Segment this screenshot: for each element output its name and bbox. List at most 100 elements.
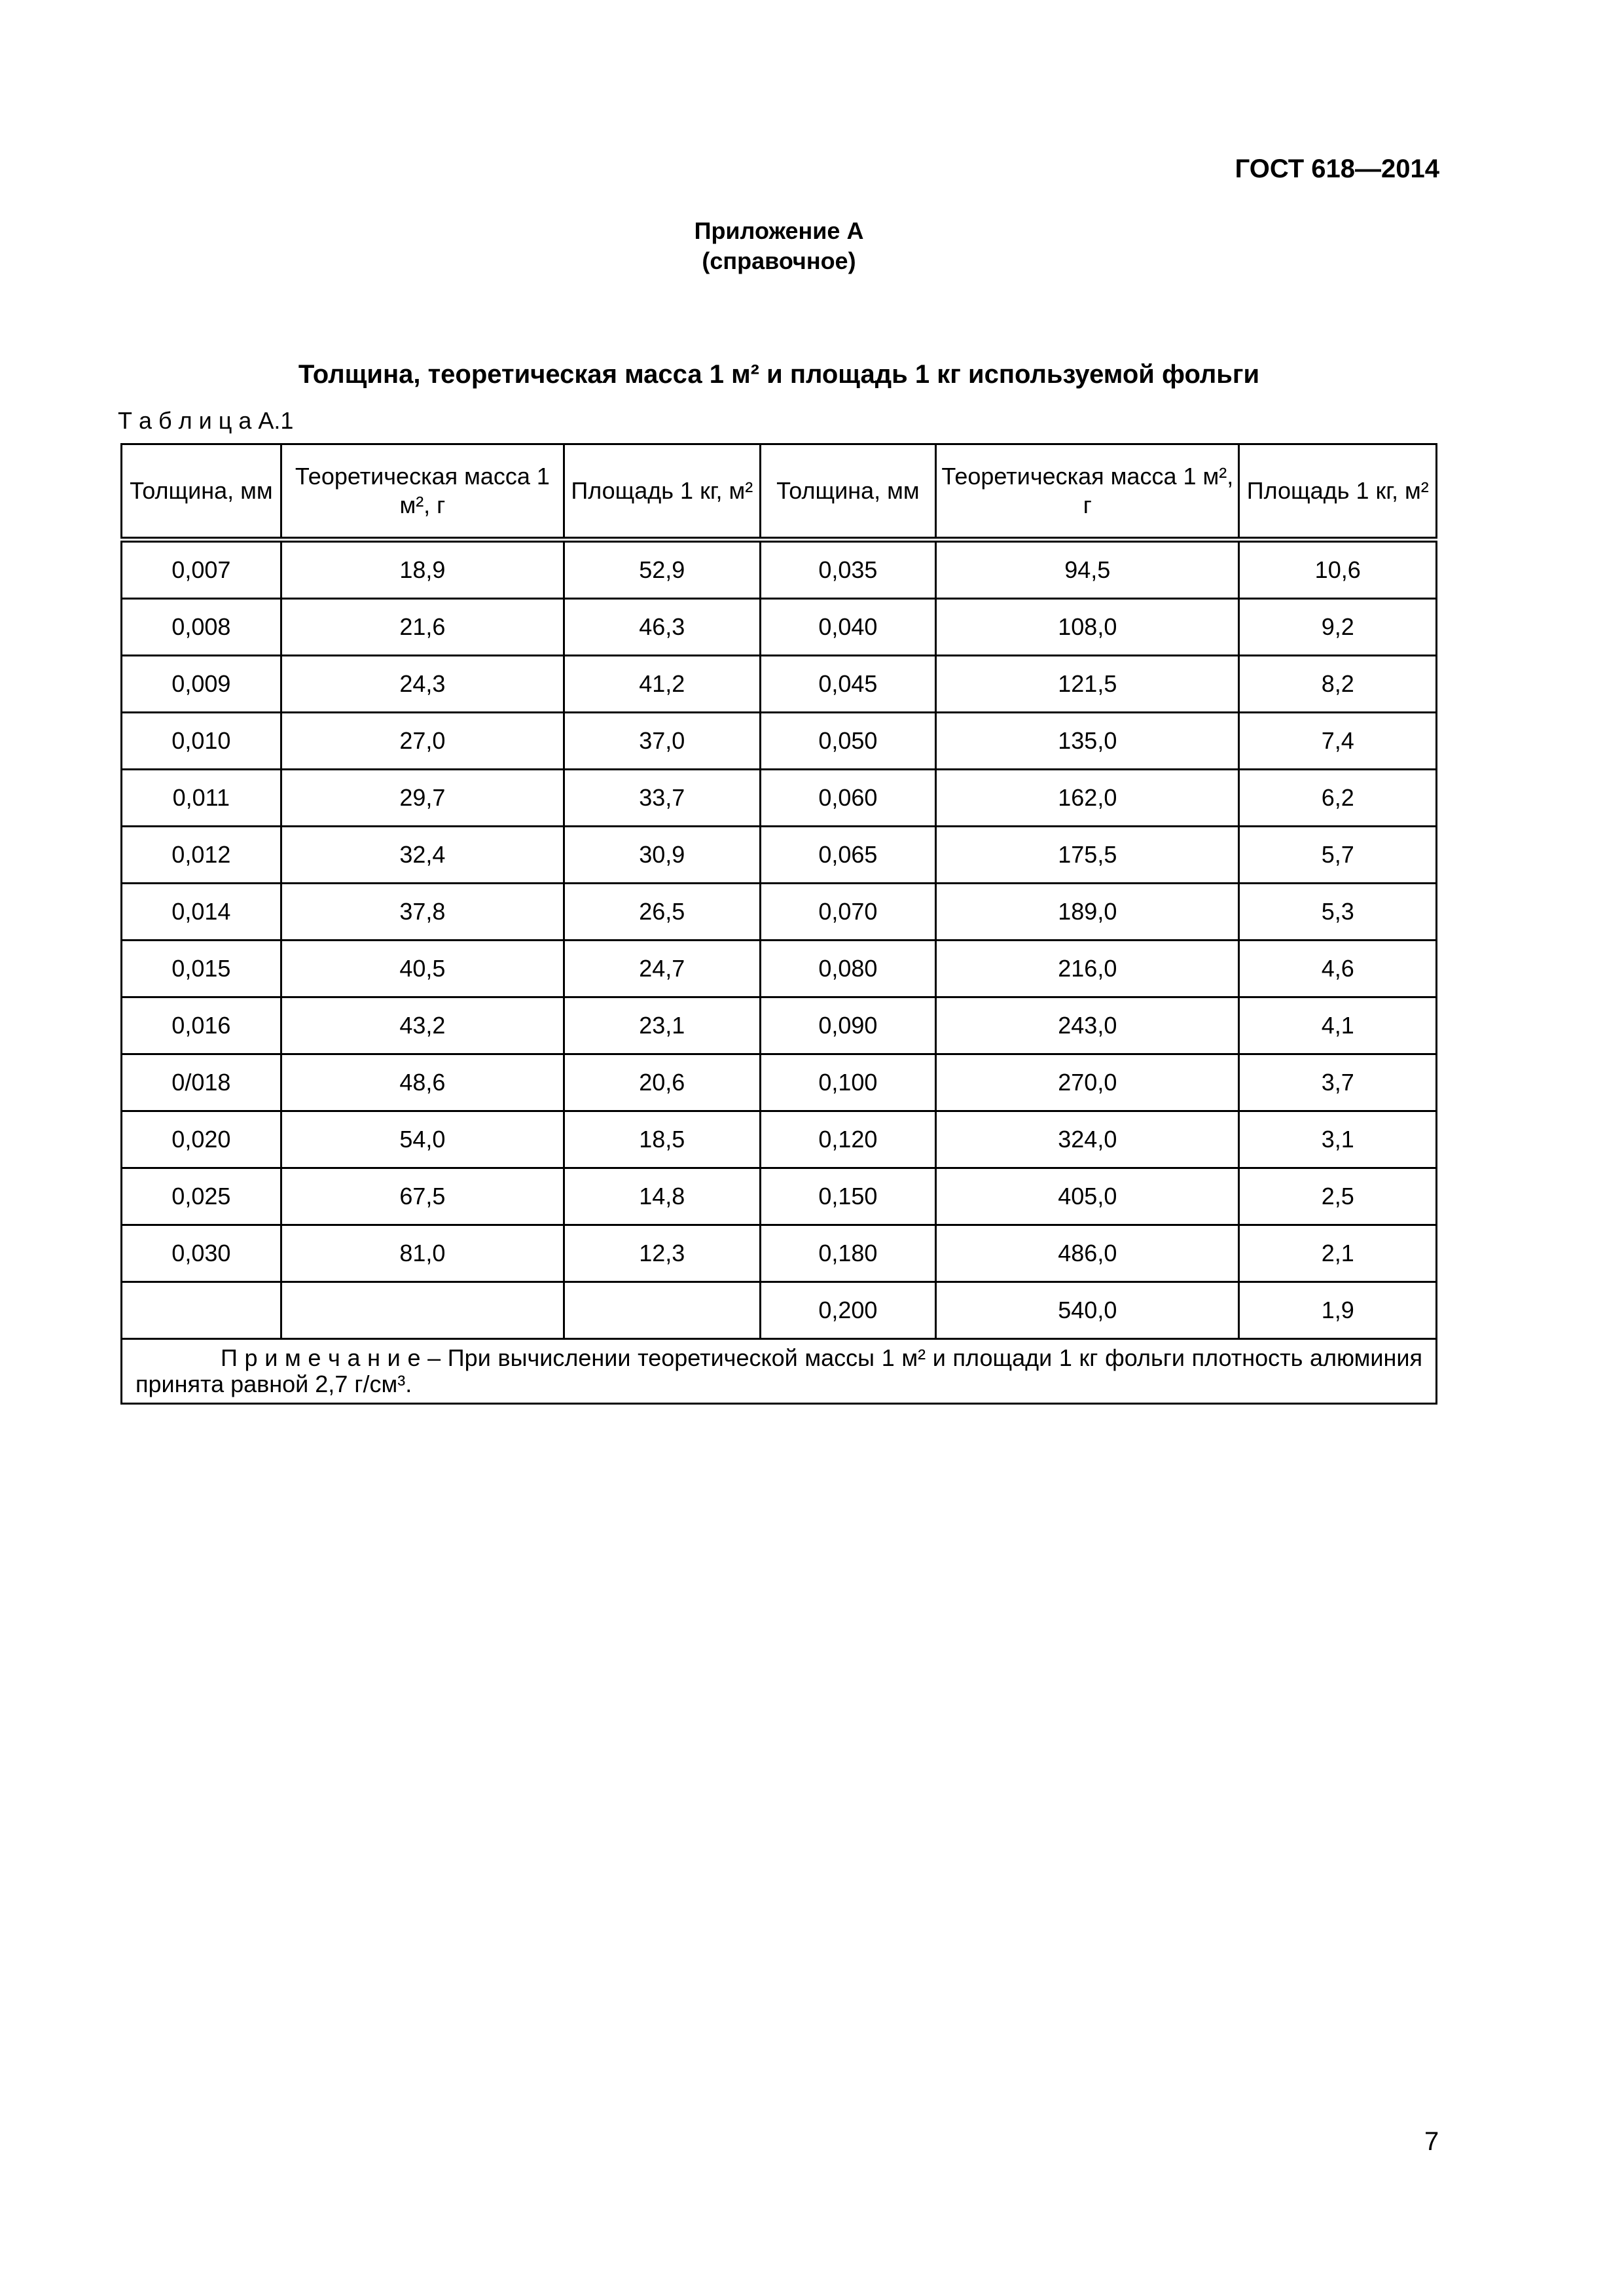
table-cell: 0,010: [120, 711, 282, 770]
table-cell: 0,025: [120, 1167, 282, 1226]
table-note-row: П р и м е ч а н и е – При вычислении тео…: [120, 1338, 1437, 1405]
table-cell: [563, 1281, 761, 1340]
table-row: 0,200 540,0 1,9: [120, 1281, 1437, 1340]
table-row: 0,015 40,5 24,7 0,080 216,0 4,6: [120, 939, 1437, 998]
table-label: Т а б л и ц а А.1: [118, 407, 293, 435]
table-cell: 23,1: [563, 996, 761, 1055]
table-cell: 0,030: [120, 1224, 282, 1283]
table-cell: 0,020: [120, 1110, 282, 1169]
table-cell: 0,120: [759, 1110, 937, 1169]
table-row: 0,007 18,9 52,9 0,035 94,5 10,6: [120, 539, 1437, 600]
table-cell: 29,7: [280, 768, 566, 827]
table-cell: 175,5: [935, 825, 1240, 884]
table-cell: 26,5: [563, 882, 761, 941]
table-cell: 405,0: [935, 1167, 1240, 1226]
table-cell: 0,180: [759, 1224, 937, 1283]
table-row: 0,010 27,0 37,0 0,050 135,0 7,4: [120, 711, 1437, 770]
column-header: Площадь 1 кг, м²: [563, 443, 761, 543]
table-row: 0,011 29,7 33,7 0,060 162,0 6,2: [120, 768, 1437, 827]
table-cell: 14,8: [563, 1167, 761, 1226]
table-cell: 0,045: [759, 655, 937, 713]
table-row: 0,008 21,6 46,3 0,040 108,0 9,2: [120, 598, 1437, 656]
table-cell: 10,6: [1238, 539, 1437, 600]
table-cell: 0,008: [120, 598, 282, 656]
table-cell: 0,011: [120, 768, 282, 827]
table-cell: 270,0: [935, 1053, 1240, 1112]
table-cell: 0,007: [120, 539, 282, 600]
table-cell: 0,150: [759, 1167, 937, 1226]
table-cell: 486,0: [935, 1224, 1240, 1283]
table-cell: 0,015: [120, 939, 282, 998]
table-cell: 24,7: [563, 939, 761, 998]
table-cell: 4,1: [1238, 996, 1437, 1055]
table-row: 0,025 67,5 14,8 0,150 405,0 2,5: [120, 1167, 1437, 1226]
appendix-heading: Приложение А (справочное): [0, 216, 1558, 276]
table-cell: 0,065: [759, 825, 937, 884]
table-cell: 6,2: [1238, 768, 1437, 827]
table-cell: 81,0: [280, 1224, 566, 1283]
table-cell: 0,090: [759, 996, 937, 1055]
table-cell: 46,3: [563, 598, 761, 656]
table-cell: 108,0: [935, 598, 1240, 656]
table-cell: 0,014: [120, 882, 282, 941]
table-cell: 7,4: [1238, 711, 1437, 770]
table-cell: 40,5: [280, 939, 566, 998]
table-cell: 18,5: [563, 1110, 761, 1169]
table-cell: 0,060: [759, 768, 937, 827]
table-row: 0/018 48,6 20,6 0,100 270,0 3,7: [120, 1053, 1437, 1112]
table-cell: 0,009: [120, 655, 282, 713]
table-cell: [120, 1281, 282, 1340]
table-cell: 67,5: [280, 1167, 566, 1226]
table-row: 0,016 43,2 23,1 0,090 243,0 4,1: [120, 996, 1437, 1055]
table-row: 0,014 37,8 26,5 0,070 189,0 5,3: [120, 882, 1437, 941]
column-header: Теоретическая масса 1 м², г: [280, 443, 566, 543]
table-cell: 5,7: [1238, 825, 1437, 884]
table-row: 0,030 81,0 12,3 0,180 486,0 2,1: [120, 1224, 1437, 1283]
note-text: – При вычислении теоретической массы 1 м…: [135, 1344, 1422, 1397]
table-cell: 0,012: [120, 825, 282, 884]
column-header: Площадь 1 кг, м²: [1238, 443, 1437, 543]
document-code: ГОСТ 618—2014: [1235, 154, 1439, 183]
table-cell: 162,0: [935, 768, 1240, 827]
table-cell: 3,7: [1238, 1053, 1437, 1112]
appendix-title: Приложение А: [694, 217, 864, 244]
column-header: Толщина, мм: [759, 443, 937, 543]
table-cell: 0,100: [759, 1053, 937, 1112]
column-header: Толщина, мм: [120, 443, 282, 543]
table-header-row: Толщина, мм Теоретическая масса 1 м², г Пл…: [120, 443, 1437, 543]
table-cell: 21,6: [280, 598, 566, 656]
table-cell: 12,3: [563, 1224, 761, 1283]
table-cell: 18,9: [280, 539, 566, 600]
table-cell: 54,0: [280, 1110, 566, 1169]
table-cell: 41,2: [563, 655, 761, 713]
table-cell: 2,1: [1238, 1224, 1437, 1283]
note-label: П р и м е ч а н и е: [221, 1344, 421, 1371]
table-cell: 3,1: [1238, 1110, 1437, 1169]
table-cell: 52,9: [563, 539, 761, 600]
table-cell: 8,2: [1238, 655, 1437, 713]
data-table: Толщина, мм Теоретическая масса 1 м², г Пл…: [120, 443, 1437, 1405]
page-number: 7: [1424, 2127, 1439, 2156]
table-cell: 0,035: [759, 539, 937, 600]
table-cell: 24,3: [280, 655, 566, 713]
table-cell: 9,2: [1238, 598, 1437, 656]
table-cell: 30,9: [563, 825, 761, 884]
table-cell: 0/018: [120, 1053, 282, 1112]
table-cell: 0,040: [759, 598, 937, 656]
table-cell: 1,9: [1238, 1281, 1437, 1340]
table-cell: 5,3: [1238, 882, 1437, 941]
table-cell: 0,070: [759, 882, 937, 941]
table-cell: 0,050: [759, 711, 937, 770]
table-cell: 2,5: [1238, 1167, 1437, 1226]
table-cell: 189,0: [935, 882, 1240, 941]
table-cell: 0,200: [759, 1281, 937, 1340]
table-cell: 243,0: [935, 996, 1240, 1055]
table-cell: 27,0: [280, 711, 566, 770]
table-cell: 48,6: [280, 1053, 566, 1112]
table-cell: 4,6: [1238, 939, 1437, 998]
table-note: П р и м е ч а н и е – При вычислении тео…: [120, 1338, 1437, 1405]
table-cell: 37,8: [280, 882, 566, 941]
table-cell: 121,5: [935, 655, 1240, 713]
table-cell: 0,080: [759, 939, 937, 998]
table-cell: 20,6: [563, 1053, 761, 1112]
